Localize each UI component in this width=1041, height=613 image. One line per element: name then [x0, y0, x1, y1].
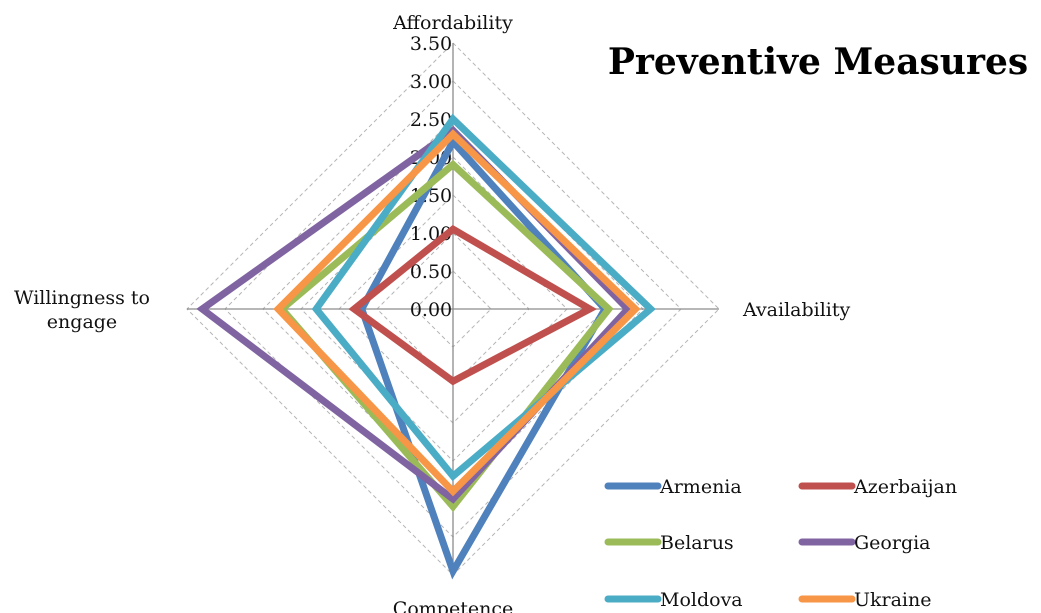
axis-label: Competence: [393, 598, 513, 613]
legend-item: Belarus: [604, 532, 734, 554]
legend-label: Georgia: [854, 532, 931, 554]
legend-item: Georgia: [798, 532, 931, 554]
legend-label: Ukraine: [854, 589, 932, 611]
legend-item: Ukraine: [798, 589, 932, 611]
axis-label: Willingness to engage: [14, 287, 150, 333]
tick-label: 0.50: [410, 261, 452, 283]
legend-item: Moldova: [604, 589, 743, 611]
grid-ring: [376, 232, 530, 386]
legend-label: Azerbaijan: [853, 476, 957, 498]
series-line-moldova: [311, 113, 656, 482]
tick-label: 3.00: [410, 71, 452, 93]
series-lines: [196, 113, 656, 580]
legend: Armenia Azerbaijan Belarus Georgia Moldova Uk…: [604, 476, 957, 611]
tick-label: 0.00: [410, 299, 452, 321]
legend-label: Belarus: [660, 532, 734, 554]
series-line-ukraine: [273, 129, 641, 497]
axis-label: Availability: [742, 299, 851, 321]
chart-title: Preventive Measures: [608, 41, 1028, 83]
tick-label: 3.50: [410, 33, 452, 55]
series-line-azerbaijan: [348, 224, 598, 386]
series-line-belarus: [277, 159, 614, 513]
series-line-armenia: [357, 135, 610, 580]
legend-item: Armenia: [604, 476, 742, 498]
legend-label: Armenia: [659, 476, 742, 498]
legend-label: Moldova: [660, 589, 743, 611]
legend-item: Azerbaijan: [798, 476, 957, 498]
axis-label: Affordability: [392, 12, 513, 34]
tick-label: 2.50: [410, 109, 452, 131]
axis-labels: Affordability Availability Competence Willi…: [14, 12, 851, 613]
